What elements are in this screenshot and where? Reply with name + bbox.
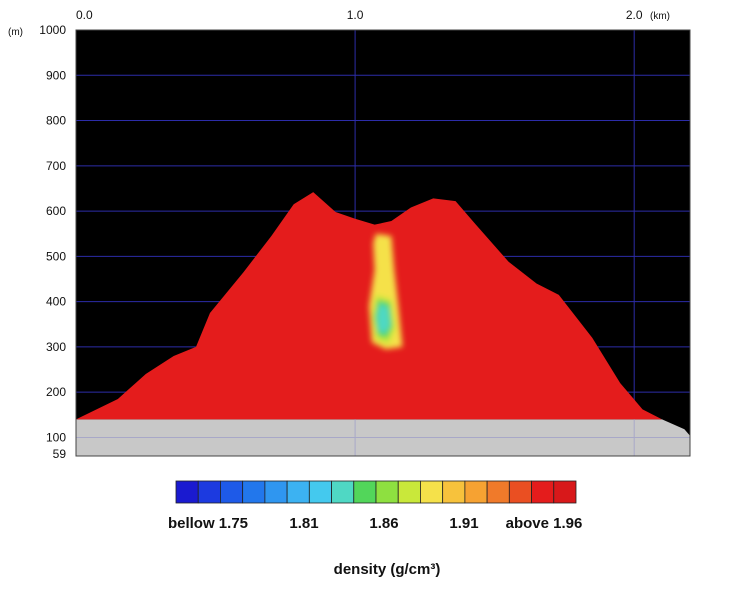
colorbar-label: bellow 1.75 <box>168 515 248 532</box>
y-tick-label: 900 <box>46 68 66 82</box>
y-axis-unit: (m) <box>8 27 23 38</box>
y-tick-label: 500 <box>46 249 66 263</box>
colorbar-label: 1.91 <box>449 515 478 532</box>
colorbar-cell <box>264 480 288 504</box>
colorbar-cell <box>486 480 510 504</box>
y-tick-label: 200 <box>46 385 66 399</box>
colorbar-cell <box>175 480 199 504</box>
y-tick-label: 300 <box>46 340 66 354</box>
colorbar-cell <box>464 480 488 504</box>
colorbar-label: 1.81 <box>289 515 318 532</box>
colorbar-cell <box>553 480 577 504</box>
y-tick-label: 59 <box>53 447 67 461</box>
colorbar-label: above 1.96 <box>506 515 583 532</box>
colorbar <box>175 480 577 504</box>
colorbar-cell <box>197 480 221 504</box>
plot-frame <box>75 29 691 457</box>
colorbar-title: density (g/cm³) <box>334 561 441 578</box>
colorbar-cell <box>353 480 377 504</box>
colorbar-cell <box>242 480 266 504</box>
y-tick-label: 100 <box>46 430 66 444</box>
colorbar-cell <box>286 480 310 504</box>
colorbar-cell <box>442 480 466 504</box>
x-tick-label: 1.0 <box>347 8 364 22</box>
colorbar-cell <box>220 480 244 504</box>
y-tick-label: 1000 <box>39 23 66 37</box>
y-tick-label: 600 <box>46 204 66 218</box>
x-tick-label: 0.0 <box>76 8 93 22</box>
y-tick-label: 800 <box>46 114 66 128</box>
y-tick-label: 400 <box>46 295 66 309</box>
colorbar-label: 1.86 <box>369 515 398 532</box>
anomaly-contour-3 <box>376 303 390 334</box>
colorbar-cell <box>397 480 421 504</box>
colorbar-cell <box>308 480 332 504</box>
colorbar-cell <box>420 480 444 504</box>
mountain-profile <box>76 192 663 420</box>
x-axis-unit: (km) <box>650 11 670 22</box>
colorbar-cell <box>508 480 532 504</box>
colorbar-labels: bellow 1.75 1.81 1.86 1.91 above 1.96 <box>168 515 582 532</box>
y-tick-label: 700 <box>46 159 66 173</box>
colorbar-cell <box>331 480 355 504</box>
density-anomaly <box>369 233 403 350</box>
ground-grid-lines <box>76 419 690 456</box>
colorbar-cell <box>375 480 399 504</box>
x-axis-ticks: 0.0 1.0 2.0 <box>76 8 643 22</box>
colorbar-cell <box>531 480 555 504</box>
x-tick-label: 2.0 <box>626 8 643 22</box>
y-axis-ticks: 1000 900 800 700 600 500 400 300 200 100 59 <box>39 23 66 461</box>
